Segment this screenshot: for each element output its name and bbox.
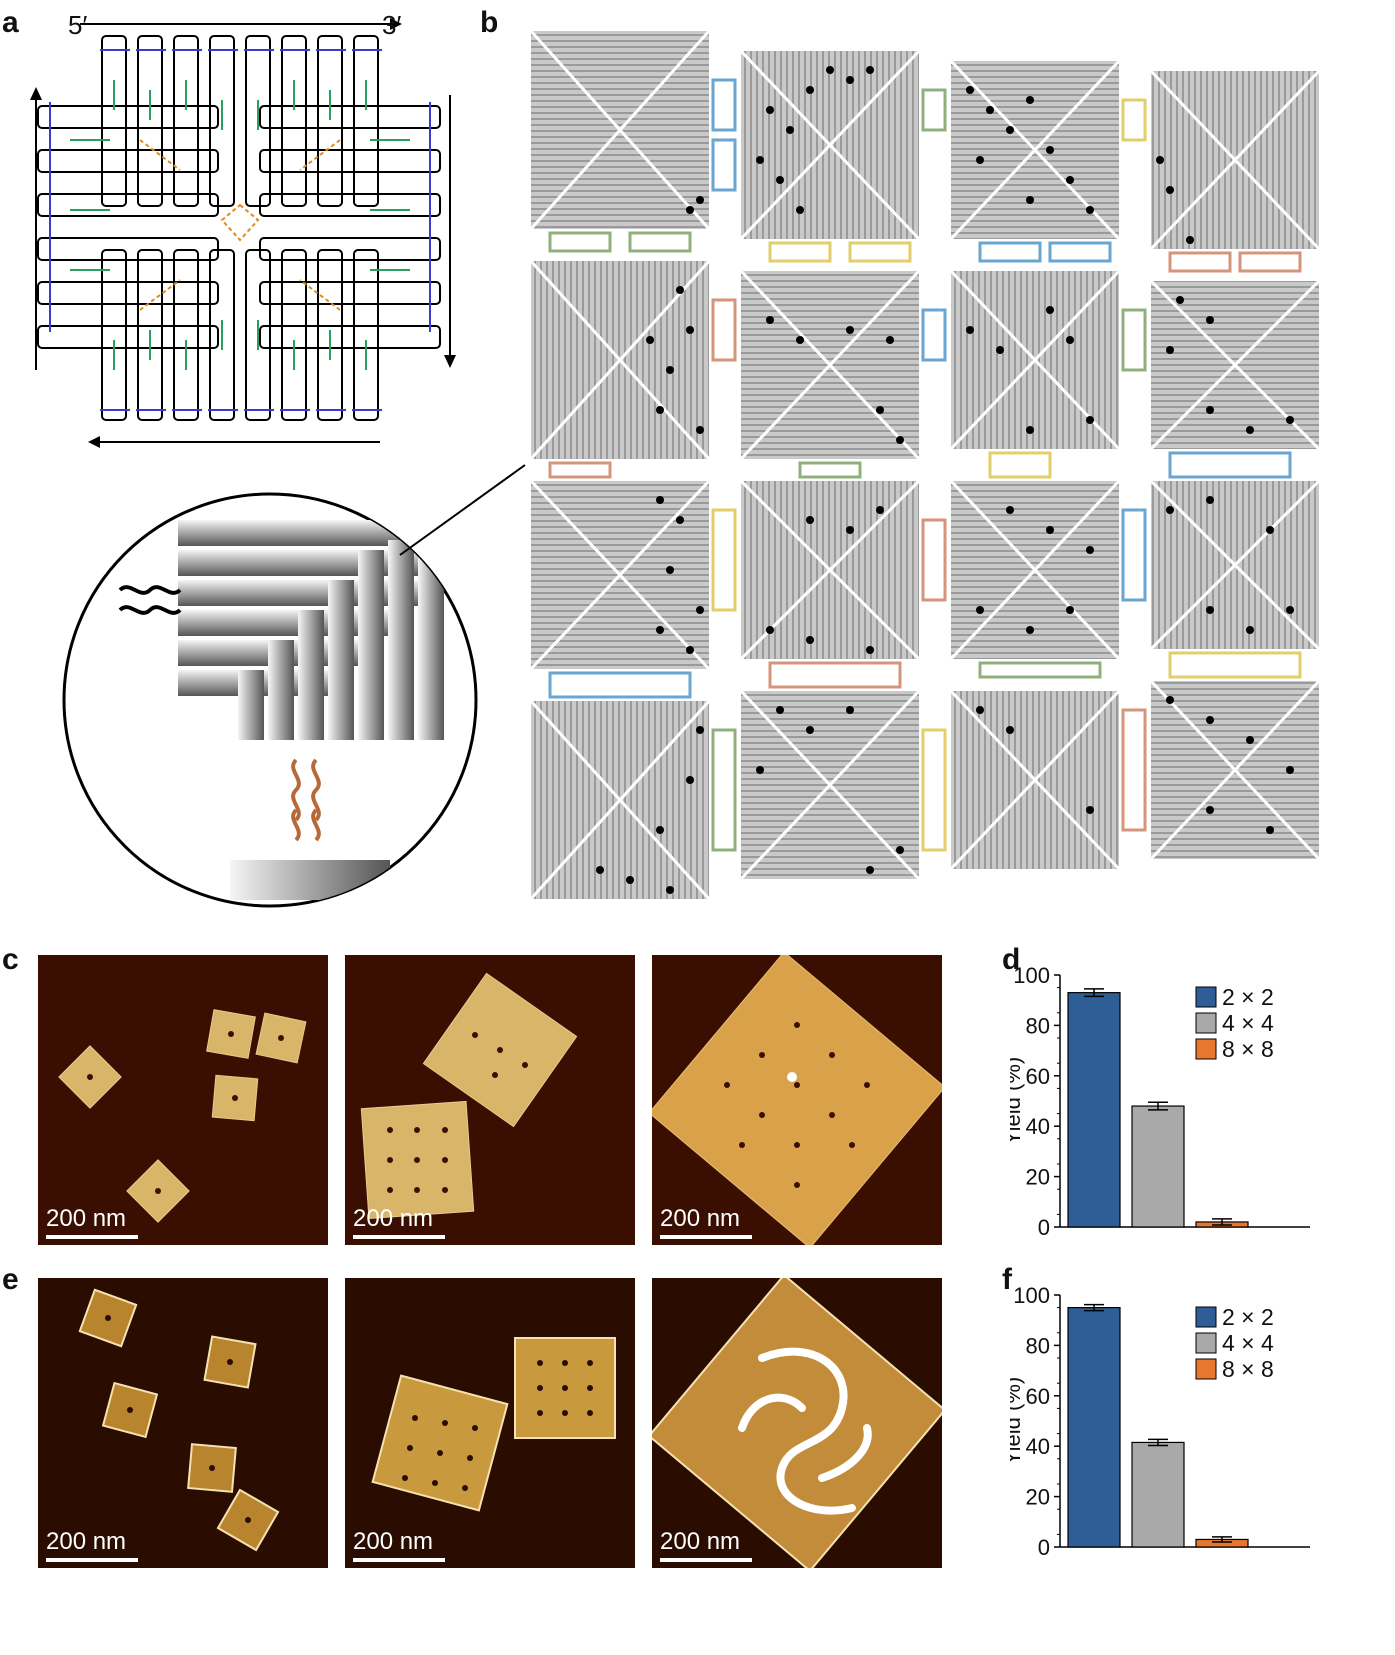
y-tick-label: 20 [1026,1165,1050,1190]
afm-image-c-2x2: 200 nm [38,955,328,1245]
legend-label-3: 8 × 8 [1222,1356,1274,1382]
magnified-inset [60,490,480,910]
scale-bar-label: 200 nm [660,1205,741,1232]
panel-label-c: c [2,943,19,976]
y-tick-label: 60 [1026,1064,1050,1089]
y-tick-label: 60 [1026,1384,1050,1409]
yield-chart-d: 0 20 40 60 80 100 Yield (%) 2 × 24 × 48 × 8 [1010,963,1310,1240]
y-tick-label: 80 [1026,1013,1050,1038]
legend-swatch-2 [1195,1012,1217,1034]
y-axis-label: Yield (%) [1010,1057,1025,1145]
panel-label-a: a [2,6,19,39]
scale-bar-label: 200 nm [353,1528,434,1555]
legend-swatch-3 [1195,1358,1217,1380]
tile-schematic: 5′ 3′ [30,10,470,470]
scale-bar-e1: 200 nm [46,1528,138,1562]
scale-bar-e2: 200 nm [353,1528,445,1562]
y-tick-label: 20 [1026,1485,1050,1510]
yield-chart-f: 0 20 40 60 80 100 Yield (%) 2 × 24 × 48 × 8 [1010,1283,1310,1560]
legend-label-2: 4 × 4 [1222,1010,1274,1036]
five-prime-label: 5′ [68,10,88,40]
panel-label-f: f [1002,1263,1012,1296]
y-tick-label: 100 [1013,1283,1050,1308]
y-tick-label: 100 [1013,963,1050,988]
bar-1 [1067,992,1121,1228]
legend-swatch-3 [1195,1038,1217,1060]
scale-bar-label: 200 nm [660,1528,741,1555]
panel-label-e: e [2,1263,19,1296]
bar-2 [1131,1105,1185,1228]
afm-image-c-4x4: 200 nm [345,955,635,1245]
inset-connector-line [399,464,526,556]
scale-bar-label: 200 nm [46,1205,127,1232]
y-tick-label: 0 [1038,1215,1050,1240]
panel-label-d: d [1002,943,1021,976]
y-tick-label: 0 [1038,1535,1050,1560]
legend-label-2: 4 × 4 [1222,1330,1274,1356]
legend-label-1: 2 × 2 [1222,1304,1274,1330]
legend-swatch-1 [1195,1306,1217,1328]
afm-image-e-2x2: 200 nm [38,1278,328,1568]
afm-image-e-4x4: 200 nm [345,1278,635,1568]
scale-bar-e3: 200 nm [660,1528,752,1562]
legend-label-3: 8 × 8 [1222,1036,1274,1062]
bar-1 [1067,1306,1121,1548]
scale-bar-label: 200 nm [46,1528,127,1555]
panel-label-b: b [480,6,499,39]
y-tick-label: 80 [1026,1333,1050,1358]
legend-swatch-2 [1195,1332,1217,1354]
bar-2 [1131,1441,1185,1548]
y-tick-label: 40 [1026,1114,1050,1139]
three-prime-label: 3′ [382,10,402,40]
legend-label-1: 2 × 2 [1222,984,1274,1010]
afm-image-e-8x8: 200 nm [652,1278,942,1568]
y-axis-label: Yield (%) [1010,1377,1025,1465]
scale-bar-c3: 200 nm [660,1205,752,1239]
y-tick-label: 40 [1026,1434,1050,1459]
scale-bar-label: 200 nm [353,1205,434,1232]
legend-swatch-1 [1195,986,1217,1008]
afm-image-c-8x8: 200 nm [652,955,942,1245]
tile-array [510,10,1330,930]
scale-bar-c2: 200 nm [353,1205,445,1239]
scale-bar-c1: 200 nm [46,1205,138,1239]
